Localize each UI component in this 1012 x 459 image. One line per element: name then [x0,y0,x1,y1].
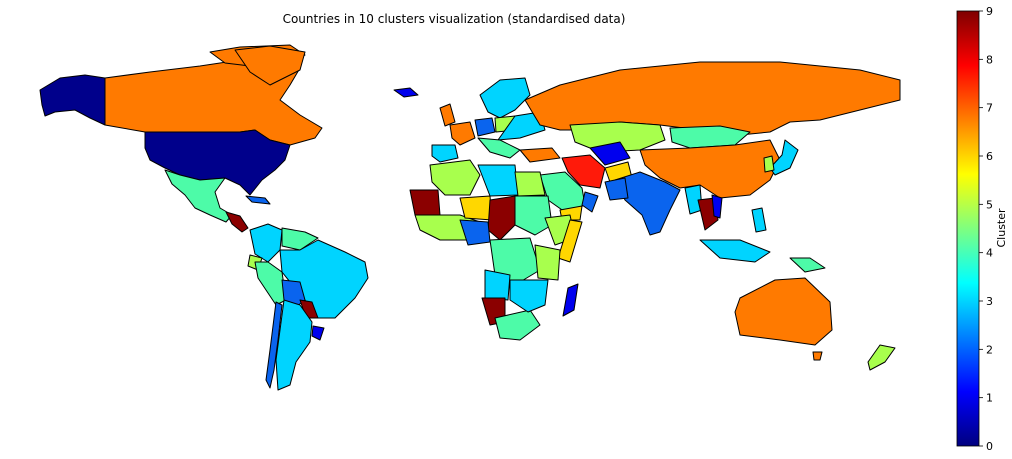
colorbar-gradient [956,10,980,447]
world-map [39,44,901,391]
country-japan [769,139,799,176]
colorbar-tick-label: 2 [986,343,993,356]
colorbar-tick-label: 7 [986,102,993,115]
country-libya [477,164,519,197]
country-greenland [234,45,306,86]
country-oman [581,191,599,213]
country-turkey [519,147,561,163]
country-argentina [275,299,313,391]
colorbar: 0 1 2 3 4 5 6 7 8 9 Cluster [956,5,1008,453]
country-china [639,139,781,199]
colorbar-tick-label: 5 [986,198,993,211]
country-niger [459,195,493,221]
country-mozambique-zambia [509,279,549,313]
country-nigeria [459,219,491,246]
country-germany [474,117,496,137]
colorbar-tick-label: 0 [986,440,993,453]
country-spain [431,144,459,163]
colorbar-tick-label: 1 [986,392,993,405]
country-korea [763,155,775,173]
country-papua [789,257,826,273]
colorbar-tick-label: 3 [986,295,993,308]
chart-title: Countries in 10 clusters visualization (… [282,12,626,26]
country-new-zealand [867,344,896,371]
country-tasmania [812,351,823,361]
country-north-africa-west [429,159,481,196]
country-peru [254,261,287,306]
country-mauritania [409,189,441,216]
country-alaska [39,74,106,126]
country-venezuela [281,227,319,251]
country-central-asia [589,141,631,166]
country-scandinavia [479,77,531,119]
country-vietnam [711,194,723,219]
colorbar-ticks: 0 1 2 3 4 5 6 7 8 9 [979,5,993,453]
country-somalia [557,219,583,263]
country-india [614,171,681,236]
colorbar-tick-label: 4 [986,247,993,260]
colorbar-tick-label: 9 [986,5,993,18]
country-kenya-tanzania [534,244,561,281]
country-iceland [393,87,419,98]
colorbar-label: Cluster [995,208,1008,248]
country-south-africa [494,309,541,341]
country-angola [484,269,511,301]
country-australia [734,277,833,346]
country-madagascar [562,283,579,317]
country-chile [265,301,283,389]
country-uk [439,103,456,127]
country-usa [144,129,291,196]
country-indonesia [699,239,771,263]
country-kazakhstan [569,121,666,153]
country-pakistan [604,177,629,201]
country-central-america [225,211,249,233]
country-italy-balkans [477,137,521,159]
country-iran [561,154,606,189]
country-cuba [245,195,271,205]
country-philippines [751,207,767,233]
country-sudan [514,195,553,236]
country-egypt [514,171,546,197]
colorbar-tick-label: 6 [986,150,993,163]
country-france [449,121,476,146]
colorbar-tick-label: 8 [986,53,993,66]
country-chad [487,195,516,241]
country-uruguay [311,325,325,341]
